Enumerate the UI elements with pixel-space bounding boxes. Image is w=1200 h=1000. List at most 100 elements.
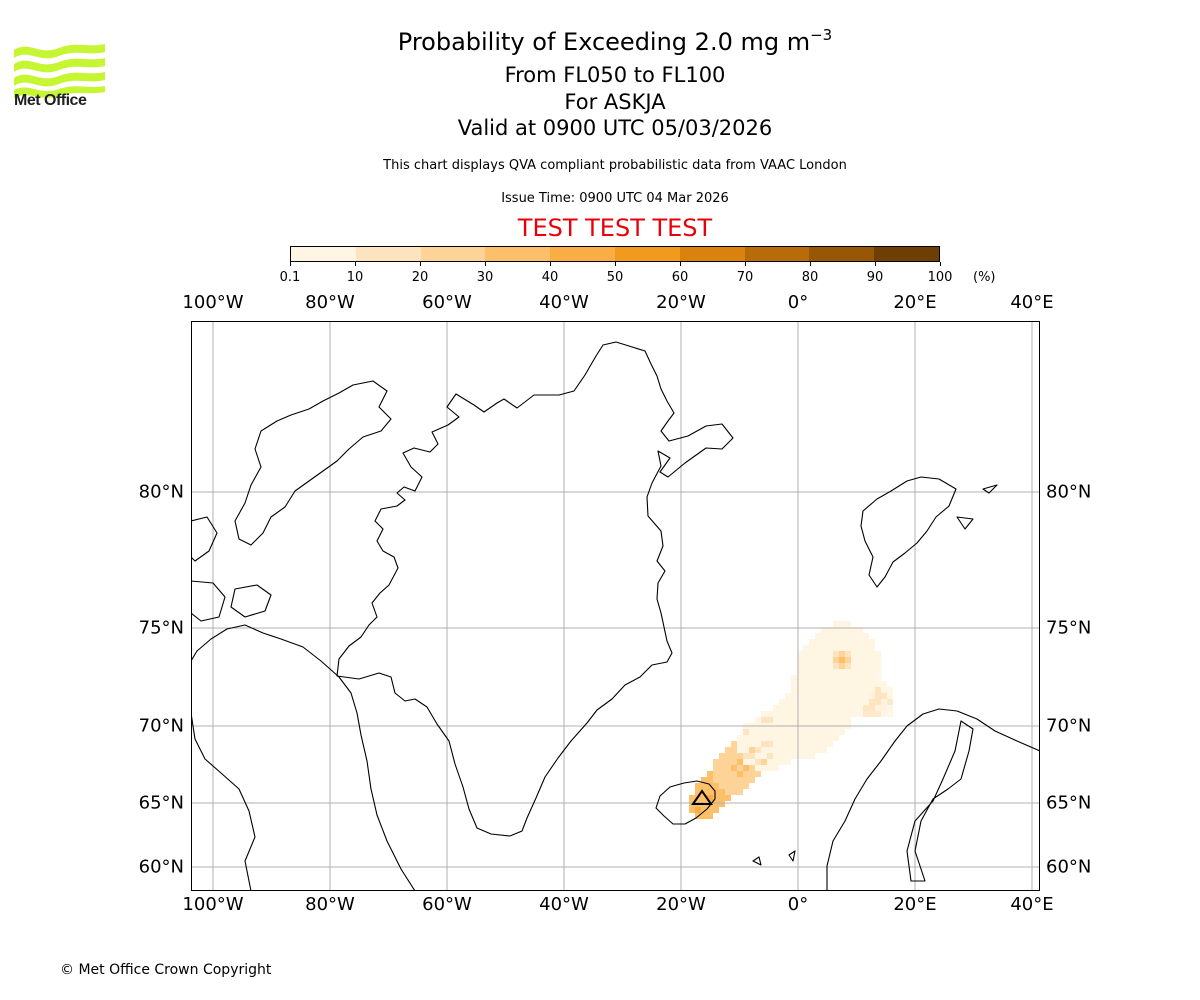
plume-cell bbox=[845, 705, 851, 711]
plume-cell bbox=[845, 675, 851, 681]
plume-cell bbox=[797, 687, 803, 693]
colorbar-segment bbox=[291, 247, 356, 261]
plume-cell bbox=[767, 747, 773, 753]
plume-cell bbox=[857, 705, 863, 711]
plume-cell bbox=[869, 699, 875, 705]
plume-cell bbox=[749, 771, 755, 777]
plume-cell bbox=[773, 735, 779, 741]
plume-cell bbox=[821, 747, 827, 753]
plume-cell bbox=[851, 651, 857, 657]
plume-cell bbox=[743, 729, 749, 735]
plume-cell bbox=[827, 705, 833, 711]
plume-cell bbox=[755, 747, 761, 753]
coastline-islands-mid bbox=[230, 584, 272, 618]
lat-label-right: 80°N bbox=[1046, 481, 1092, 503]
plume-cell bbox=[863, 651, 869, 657]
plume-cell bbox=[803, 705, 809, 711]
plume-cell bbox=[839, 663, 845, 669]
plume-cell bbox=[773, 717, 779, 723]
plume-cell bbox=[827, 741, 833, 747]
plume-cell bbox=[839, 693, 845, 699]
plume-cell bbox=[851, 627, 857, 633]
plume-cell bbox=[761, 729, 767, 735]
plume-cell bbox=[797, 657, 803, 663]
plume-cell bbox=[815, 669, 821, 675]
plume-cell bbox=[767, 741, 773, 747]
plume-cell bbox=[857, 669, 863, 675]
plume-cell bbox=[833, 681, 839, 687]
plume-cell bbox=[833, 699, 839, 705]
plume-cell bbox=[791, 729, 797, 735]
plume-cell bbox=[773, 705, 779, 711]
coastline-ellesmere bbox=[234, 380, 392, 546]
plume-cell bbox=[731, 789, 737, 795]
plume-cell bbox=[707, 807, 713, 813]
plume-cell bbox=[707, 795, 713, 801]
lon-label-top: 80°W bbox=[305, 292, 355, 313]
plume-cell bbox=[797, 729, 803, 735]
plume-cell bbox=[845, 621, 851, 627]
plume-cell bbox=[851, 681, 857, 687]
plume-cell bbox=[827, 687, 833, 693]
plume-cell bbox=[767, 735, 773, 741]
plume-cell bbox=[809, 651, 815, 657]
coastline-faroe bbox=[752, 856, 762, 866]
plume-cell bbox=[875, 663, 881, 669]
plume-cell bbox=[797, 711, 803, 717]
plume-cell bbox=[863, 639, 869, 645]
plume-cell bbox=[851, 663, 857, 669]
plume-cell bbox=[749, 741, 755, 747]
plume-cell bbox=[785, 693, 791, 699]
plume-cell bbox=[875, 681, 881, 687]
plume-cell bbox=[701, 807, 707, 813]
plume-cell bbox=[863, 663, 869, 669]
plume-cell bbox=[845, 693, 851, 699]
plume-cell bbox=[785, 711, 791, 717]
colorbar-segment bbox=[355, 247, 421, 261]
lon-label-bottom: 60°W bbox=[422, 894, 472, 915]
plume-cell bbox=[719, 759, 725, 765]
plume-cell bbox=[821, 729, 827, 735]
plume-cell bbox=[731, 747, 737, 753]
lat-label-right: 70°N bbox=[1046, 715, 1092, 737]
plume-cell bbox=[881, 711, 887, 717]
plume-cell bbox=[869, 657, 875, 663]
colorbar-segment bbox=[874, 247, 939, 261]
volcano-name: For ASKJA bbox=[564, 90, 666, 114]
plume-cell bbox=[719, 795, 725, 801]
plume-cell bbox=[833, 639, 839, 645]
colorbar-tick bbox=[614, 262, 616, 266]
plume-cell bbox=[749, 735, 755, 741]
plume-cell bbox=[809, 741, 815, 747]
plume-cell bbox=[719, 765, 725, 771]
plume-cell bbox=[833, 729, 839, 735]
plume-cell bbox=[761, 753, 767, 759]
plume-cell bbox=[749, 765, 755, 771]
plume-cell bbox=[803, 753, 809, 759]
plume-cell bbox=[785, 741, 791, 747]
colorbar-tick bbox=[939, 262, 941, 266]
plume-cell bbox=[875, 687, 881, 693]
plume-cell bbox=[725, 753, 731, 759]
plume-cell bbox=[887, 693, 893, 699]
plume-cell bbox=[827, 675, 833, 681]
plume-cell bbox=[809, 675, 815, 681]
test-banner: TEST TEST TEST bbox=[517, 214, 713, 242]
plume-cell bbox=[815, 645, 821, 651]
plume-cell bbox=[749, 777, 755, 783]
plume-cell bbox=[869, 711, 875, 717]
met-office-logo-text: Met Office bbox=[14, 92, 87, 109]
plume-cell bbox=[797, 699, 803, 705]
copyright-text: © Met Office Crown Copyright bbox=[60, 962, 272, 978]
plume-cell bbox=[803, 675, 809, 681]
plume-cell bbox=[707, 813, 713, 819]
plume-cell bbox=[725, 771, 731, 777]
plume-cell bbox=[857, 687, 863, 693]
plume-cell bbox=[761, 735, 767, 741]
plume-cell bbox=[731, 759, 737, 765]
valid-time: Valid at 0900 UTC 05/03/2026 bbox=[457, 116, 773, 140]
plume-cell bbox=[803, 651, 809, 657]
plume-cell bbox=[869, 693, 875, 699]
plume-cell bbox=[821, 651, 827, 657]
plume-cell bbox=[815, 663, 821, 669]
